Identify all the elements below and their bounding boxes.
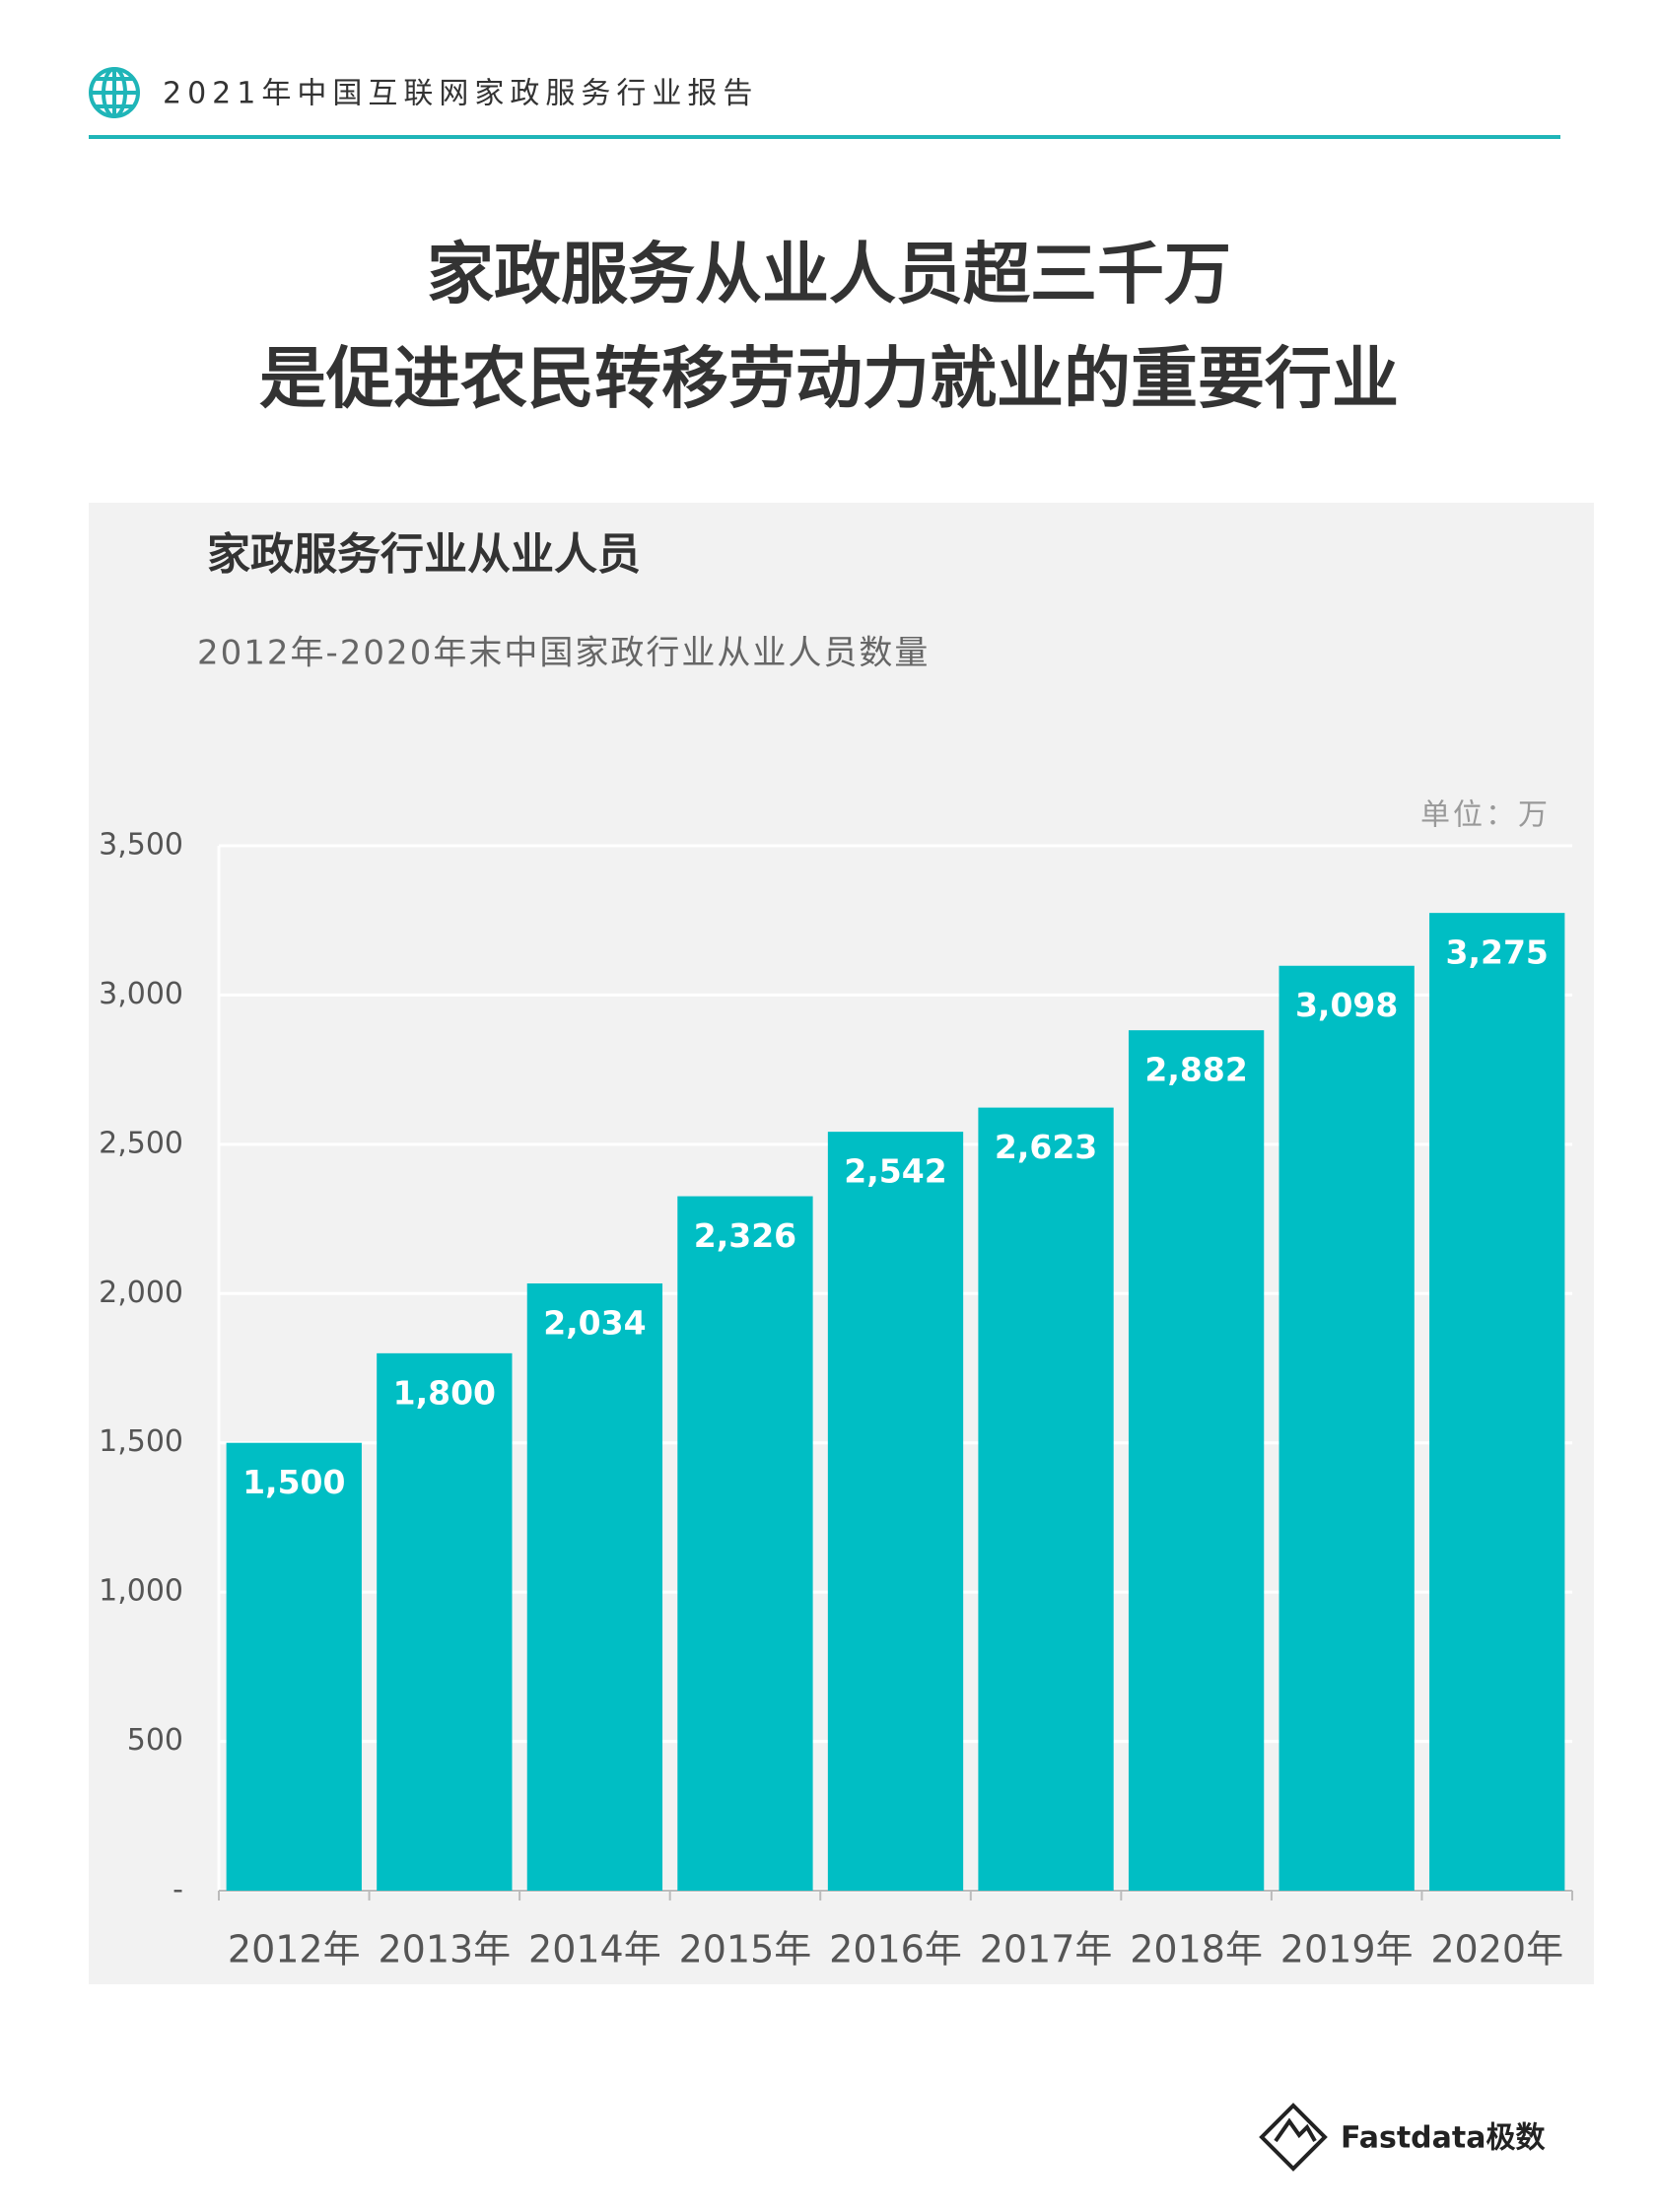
- value-label: 2,542: [844, 1152, 946, 1191]
- y-tick-label: 1,500: [99, 1424, 183, 1459]
- x-tick-label: 2016年: [829, 1928, 962, 1971]
- x-tick-label: 2013年: [378, 1928, 511, 1971]
- y-tick-label: 2,000: [99, 1276, 183, 1310]
- unit-label: 单位：万: [1420, 798, 1551, 833]
- chart-title: 家政服务行业从业人员: [207, 529, 641, 580]
- y-tick-label: 500: [127, 1723, 183, 1758]
- chart-subtitle: 2012年-2020年末中国家政行业从业人员数量: [197, 634, 930, 673]
- x-tick-label: 2019年: [1280, 1928, 1414, 1971]
- page-title: 家政服务从业人员超三千万: [427, 237, 1231, 314]
- x-tick-label: 2018年: [1130, 1928, 1263, 1971]
- plot: - 500 1,000 1,500 2,000 2,500 3,000 3,500 2012年 1…: [99, 828, 1573, 1971]
- header-rule: [89, 135, 1560, 139]
- bar: [377, 1352, 513, 1891]
- y-tick-label: 1,000: [99, 1574, 183, 1609]
- y-tick-label: 3,000: [99, 977, 183, 1011]
- y-tick-label: 3,500: [99, 828, 183, 863]
- x-tick-label: 2014年: [528, 1928, 661, 1971]
- header-icon: [89, 67, 140, 118]
- logo-text: Fastdata极数: [1341, 2121, 1546, 2156]
- value-label: 3,275: [1446, 933, 1549, 972]
- bar: [1278, 965, 1415, 1891]
- y-tick-label: -: [173, 1873, 183, 1907]
- value-label: 2,326: [694, 1216, 796, 1255]
- bar: [1429, 913, 1565, 1891]
- x-tick-label: 2017年: [980, 1928, 1113, 1971]
- x-tick-label: 2012年: [228, 1928, 361, 1971]
- bar: [978, 1107, 1114, 1891]
- bar: [677, 1196, 813, 1891]
- value-label: 2,034: [543, 1303, 646, 1342]
- x-tick-label: 2015年: [679, 1928, 812, 1971]
- value-label: 3,098: [1295, 986, 1398, 1024]
- bar: [1128, 1030, 1265, 1891]
- bar: [526, 1282, 663, 1891]
- y-tick-label: 2,500: [99, 1126, 183, 1160]
- value-label: 2,882: [1144, 1051, 1247, 1089]
- value-label: 1,800: [393, 1373, 496, 1412]
- value-label: 1,500: [242, 1463, 345, 1501]
- bar: [827, 1132, 964, 1891]
- page-title: 是促进农民转移劳动力就业的重要行业: [259, 341, 1399, 419]
- x-tick-label: 2020年: [1430, 1928, 1563, 1971]
- bar: [226, 1442, 362, 1891]
- logo-icon: [1259, 2103, 1328, 2172]
- header-text: 2021年中国互联网家政服务行业报告: [163, 77, 758, 111]
- value-label: 2,623: [995, 1128, 1097, 1166]
